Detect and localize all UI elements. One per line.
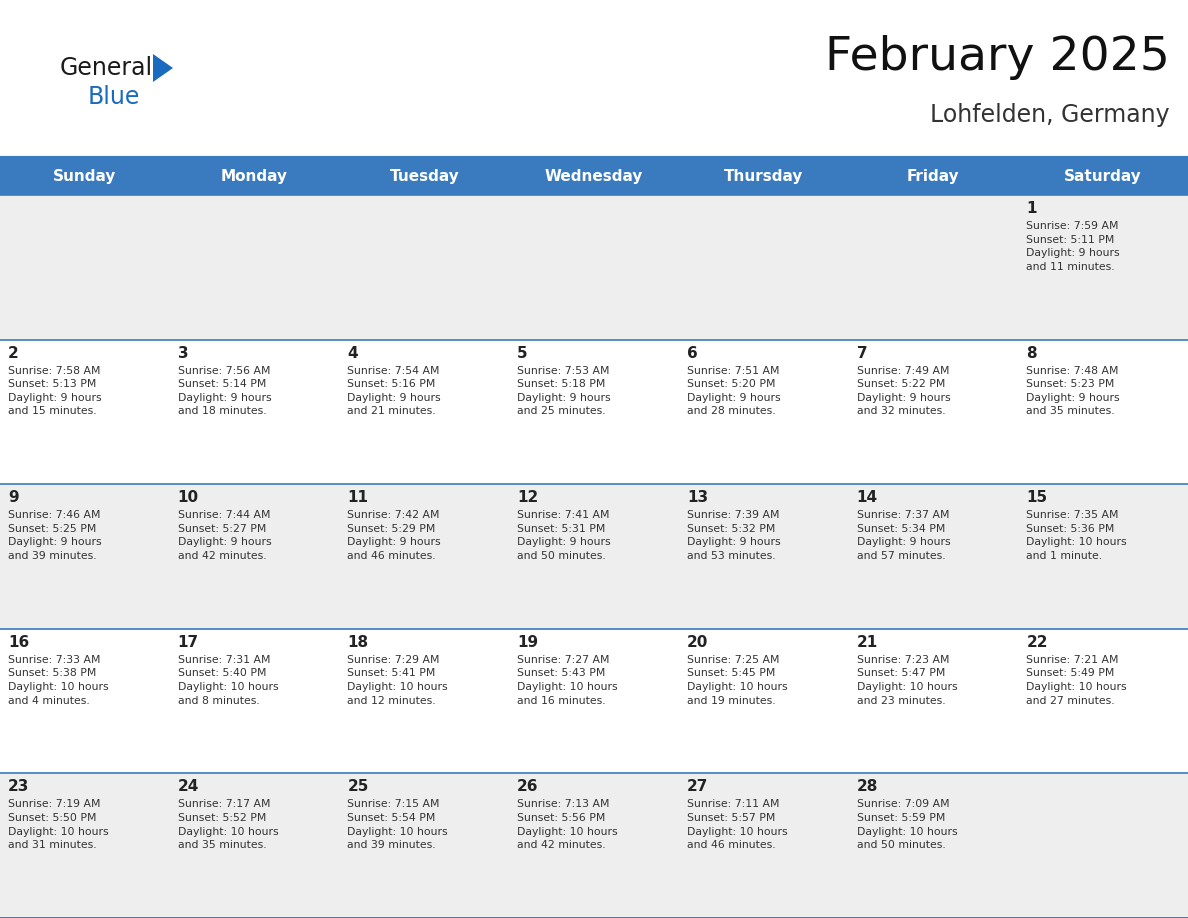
Text: Sunrise: 7:23 AM
Sunset: 5:47 PM
Daylight: 10 hours
and 23 minutes.: Sunrise: 7:23 AM Sunset: 5:47 PM Dayligh… — [857, 655, 958, 706]
Text: 2: 2 — [8, 345, 19, 361]
Text: 17: 17 — [178, 635, 198, 650]
Text: 28: 28 — [857, 779, 878, 794]
Text: Sunrise: 7:17 AM
Sunset: 5:52 PM
Daylight: 10 hours
and 35 minutes.: Sunrise: 7:17 AM Sunset: 5:52 PM Dayligh… — [178, 800, 278, 850]
Text: Sunrise: 7:53 AM
Sunset: 5:18 PM
Daylight: 9 hours
and 25 minutes.: Sunrise: 7:53 AM Sunset: 5:18 PM Dayligh… — [517, 365, 611, 417]
Text: 7: 7 — [857, 345, 867, 361]
Text: 4: 4 — [347, 345, 358, 361]
Text: Sunrise: 7:35 AM
Sunset: 5:36 PM
Daylight: 10 hours
and 1 minute.: Sunrise: 7:35 AM Sunset: 5:36 PM Dayligh… — [1026, 510, 1127, 561]
Text: Blue: Blue — [88, 85, 140, 109]
Text: 24: 24 — [178, 779, 200, 794]
Text: Sunrise: 7:54 AM
Sunset: 5:16 PM
Daylight: 9 hours
and 21 minutes.: Sunrise: 7:54 AM Sunset: 5:16 PM Dayligh… — [347, 365, 441, 417]
Text: 3: 3 — [178, 345, 189, 361]
Text: 21: 21 — [857, 635, 878, 650]
Text: 10: 10 — [178, 490, 198, 505]
Text: 8: 8 — [1026, 345, 1037, 361]
Text: Sunrise: 7:21 AM
Sunset: 5:49 PM
Daylight: 10 hours
and 27 minutes.: Sunrise: 7:21 AM Sunset: 5:49 PM Dayligh… — [1026, 655, 1127, 706]
Text: 20: 20 — [687, 635, 708, 650]
Text: Sunrise: 7:13 AM
Sunset: 5:56 PM
Daylight: 10 hours
and 42 minutes.: Sunrise: 7:13 AM Sunset: 5:56 PM Dayligh… — [517, 800, 618, 850]
Text: February 2025: February 2025 — [826, 36, 1170, 81]
Text: Sunrise: 7:59 AM
Sunset: 5:11 PM
Daylight: 9 hours
and 11 minutes.: Sunrise: 7:59 AM Sunset: 5:11 PM Dayligh… — [1026, 221, 1120, 272]
Text: 9: 9 — [8, 490, 19, 505]
Text: Sunrise: 7:56 AM
Sunset: 5:14 PM
Daylight: 9 hours
and 18 minutes.: Sunrise: 7:56 AM Sunset: 5:14 PM Dayligh… — [178, 365, 271, 417]
Text: Sunrise: 7:39 AM
Sunset: 5:32 PM
Daylight: 9 hours
and 53 minutes.: Sunrise: 7:39 AM Sunset: 5:32 PM Dayligh… — [687, 510, 781, 561]
Text: Friday: Friday — [908, 169, 960, 184]
Text: Sunrise: 7:49 AM
Sunset: 5:22 PM
Daylight: 9 hours
and 32 minutes.: Sunrise: 7:49 AM Sunset: 5:22 PM Dayligh… — [857, 365, 950, 417]
Text: Sunrise: 7:31 AM
Sunset: 5:40 PM
Daylight: 10 hours
and 8 minutes.: Sunrise: 7:31 AM Sunset: 5:40 PM Dayligh… — [178, 655, 278, 706]
Text: Sunrise: 7:51 AM
Sunset: 5:20 PM
Daylight: 9 hours
and 28 minutes.: Sunrise: 7:51 AM Sunset: 5:20 PM Dayligh… — [687, 365, 781, 417]
Text: Sunrise: 7:25 AM
Sunset: 5:45 PM
Daylight: 10 hours
and 19 minutes.: Sunrise: 7:25 AM Sunset: 5:45 PM Dayligh… — [687, 655, 788, 706]
Text: Monday: Monday — [221, 169, 287, 184]
Text: 14: 14 — [857, 490, 878, 505]
Text: Sunrise: 7:09 AM
Sunset: 5:59 PM
Daylight: 10 hours
and 50 minutes.: Sunrise: 7:09 AM Sunset: 5:59 PM Dayligh… — [857, 800, 958, 850]
Bar — [0, 158, 1188, 195]
Text: Sunrise: 7:29 AM
Sunset: 5:41 PM
Daylight: 10 hours
and 12 minutes.: Sunrise: 7:29 AM Sunset: 5:41 PM Dayligh… — [347, 655, 448, 706]
Text: Sunrise: 7:15 AM
Sunset: 5:54 PM
Daylight: 10 hours
and 39 minutes.: Sunrise: 7:15 AM Sunset: 5:54 PM Dayligh… — [347, 800, 448, 850]
Text: 15: 15 — [1026, 490, 1048, 505]
Text: Sunrise: 7:27 AM
Sunset: 5:43 PM
Daylight: 10 hours
and 16 minutes.: Sunrise: 7:27 AM Sunset: 5:43 PM Dayligh… — [517, 655, 618, 706]
Text: Sunrise: 7:19 AM
Sunset: 5:50 PM
Daylight: 10 hours
and 31 minutes.: Sunrise: 7:19 AM Sunset: 5:50 PM Dayligh… — [8, 800, 108, 850]
Text: Sunrise: 7:46 AM
Sunset: 5:25 PM
Daylight: 9 hours
and 39 minutes.: Sunrise: 7:46 AM Sunset: 5:25 PM Dayligh… — [8, 510, 102, 561]
Text: Sunrise: 7:42 AM
Sunset: 5:29 PM
Daylight: 9 hours
and 46 minutes.: Sunrise: 7:42 AM Sunset: 5:29 PM Dayligh… — [347, 510, 441, 561]
Text: Thursday: Thursday — [723, 169, 803, 184]
Text: Sunrise: 7:37 AM
Sunset: 5:34 PM
Daylight: 9 hours
and 57 minutes.: Sunrise: 7:37 AM Sunset: 5:34 PM Dayligh… — [857, 510, 950, 561]
Text: Sunrise: 7:48 AM
Sunset: 5:23 PM
Daylight: 9 hours
and 35 minutes.: Sunrise: 7:48 AM Sunset: 5:23 PM Dayligh… — [1026, 365, 1120, 417]
Bar — [0, 629, 1188, 773]
Text: Wednesday: Wednesday — [545, 169, 643, 184]
Text: 11: 11 — [347, 490, 368, 505]
Text: 26: 26 — [517, 779, 538, 794]
Text: 18: 18 — [347, 635, 368, 650]
Text: 25: 25 — [347, 779, 368, 794]
Text: Saturday: Saturday — [1064, 169, 1142, 184]
Bar — [0, 195, 1188, 340]
Text: Tuesday: Tuesday — [390, 169, 459, 184]
Text: Lohfelden, Germany: Lohfelden, Germany — [930, 103, 1170, 127]
Text: 23: 23 — [8, 779, 30, 794]
Text: Sunrise: 7:58 AM
Sunset: 5:13 PM
Daylight: 9 hours
and 15 minutes.: Sunrise: 7:58 AM Sunset: 5:13 PM Dayligh… — [8, 365, 102, 417]
Text: Sunrise: 7:33 AM
Sunset: 5:38 PM
Daylight: 10 hours
and 4 minutes.: Sunrise: 7:33 AM Sunset: 5:38 PM Dayligh… — [8, 655, 108, 706]
Text: Sunday: Sunday — [53, 169, 116, 184]
Bar — [0, 484, 1188, 629]
Bar — [0, 340, 1188, 484]
Text: 22: 22 — [1026, 635, 1048, 650]
Text: 16: 16 — [8, 635, 30, 650]
Bar — [0, 773, 1188, 918]
Text: 6: 6 — [687, 345, 697, 361]
Text: 19: 19 — [517, 635, 538, 650]
Text: 13: 13 — [687, 490, 708, 505]
Text: Sunrise: 7:11 AM
Sunset: 5:57 PM
Daylight: 10 hours
and 46 minutes.: Sunrise: 7:11 AM Sunset: 5:57 PM Dayligh… — [687, 800, 788, 850]
Text: 1: 1 — [1026, 201, 1037, 216]
Text: 5: 5 — [517, 345, 527, 361]
Text: Sunrise: 7:44 AM
Sunset: 5:27 PM
Daylight: 9 hours
and 42 minutes.: Sunrise: 7:44 AM Sunset: 5:27 PM Dayligh… — [178, 510, 271, 561]
Polygon shape — [153, 54, 173, 82]
Text: 27: 27 — [687, 779, 708, 794]
Text: General: General — [61, 56, 153, 80]
Text: Sunrise: 7:41 AM
Sunset: 5:31 PM
Daylight: 9 hours
and 50 minutes.: Sunrise: 7:41 AM Sunset: 5:31 PM Dayligh… — [517, 510, 611, 561]
Text: 12: 12 — [517, 490, 538, 505]
